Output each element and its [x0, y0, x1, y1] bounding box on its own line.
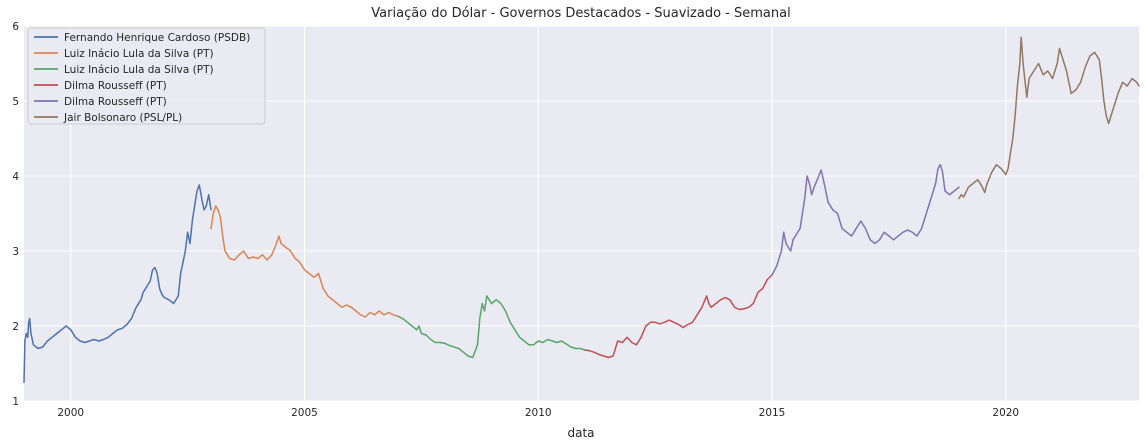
x-tick-label: 2010	[525, 407, 552, 419]
legend: Fernando Henrique Cardoso (PSDB) Luiz Iná…	[27, 27, 266, 125]
series-line-5	[958, 36, 1140, 200]
legend-label-2: Luiz Inácio Lula da Silva (PT)	[64, 64, 214, 76]
y-axis-ticks: 1 2 3 4 5 6	[12, 21, 19, 408]
legend-frame	[27, 27, 266, 125]
x-tick-label: 2015	[759, 407, 786, 419]
y-tick-label: 4	[12, 171, 19, 183]
series-lines	[23, 36, 1140, 384]
series-line-1	[210, 205, 399, 318]
chart-title: Variação do Dólar - Governos Destacados …	[371, 6, 790, 21]
y-tick-label: 2	[12, 321, 19, 333]
legend-label-1: Luiz Inácio Lula da Silva (PT)	[64, 48, 214, 60]
series-line-0	[23, 184, 212, 384]
legend-label-0: Fernando Henrique Cardoso (PSDB)	[64, 32, 250, 44]
y-tick-label: 6	[12, 21, 19, 33]
legend-label-4: Dilma Rousseff (PT)	[64, 96, 167, 108]
y-tick-label: 1	[12, 396, 19, 408]
legend-items: Fernando Henrique Cardoso (PSDB) Luiz Iná…	[34, 32, 250, 124]
x-axis-label: data	[567, 426, 594, 440]
x-tick-label: 2005	[291, 407, 318, 419]
y-tick-label: 3	[12, 246, 19, 258]
series-line-4	[771, 163, 960, 276]
legend-label-5: Jair Bolsonaro (PSL/PL)	[63, 112, 182, 124]
series-line-2	[397, 295, 586, 359]
series-line-3	[584, 274, 773, 359]
x-tick-label: 2020	[992, 407, 1019, 419]
x-axis-ticks: 2000 2005 2010 2015 2020	[57, 407, 1019, 419]
y-tick-label: 5	[12, 96, 19, 108]
legend-label-3: Dilma Rousseff (PT)	[64, 80, 167, 92]
x-tick-label: 2000	[57, 407, 84, 419]
